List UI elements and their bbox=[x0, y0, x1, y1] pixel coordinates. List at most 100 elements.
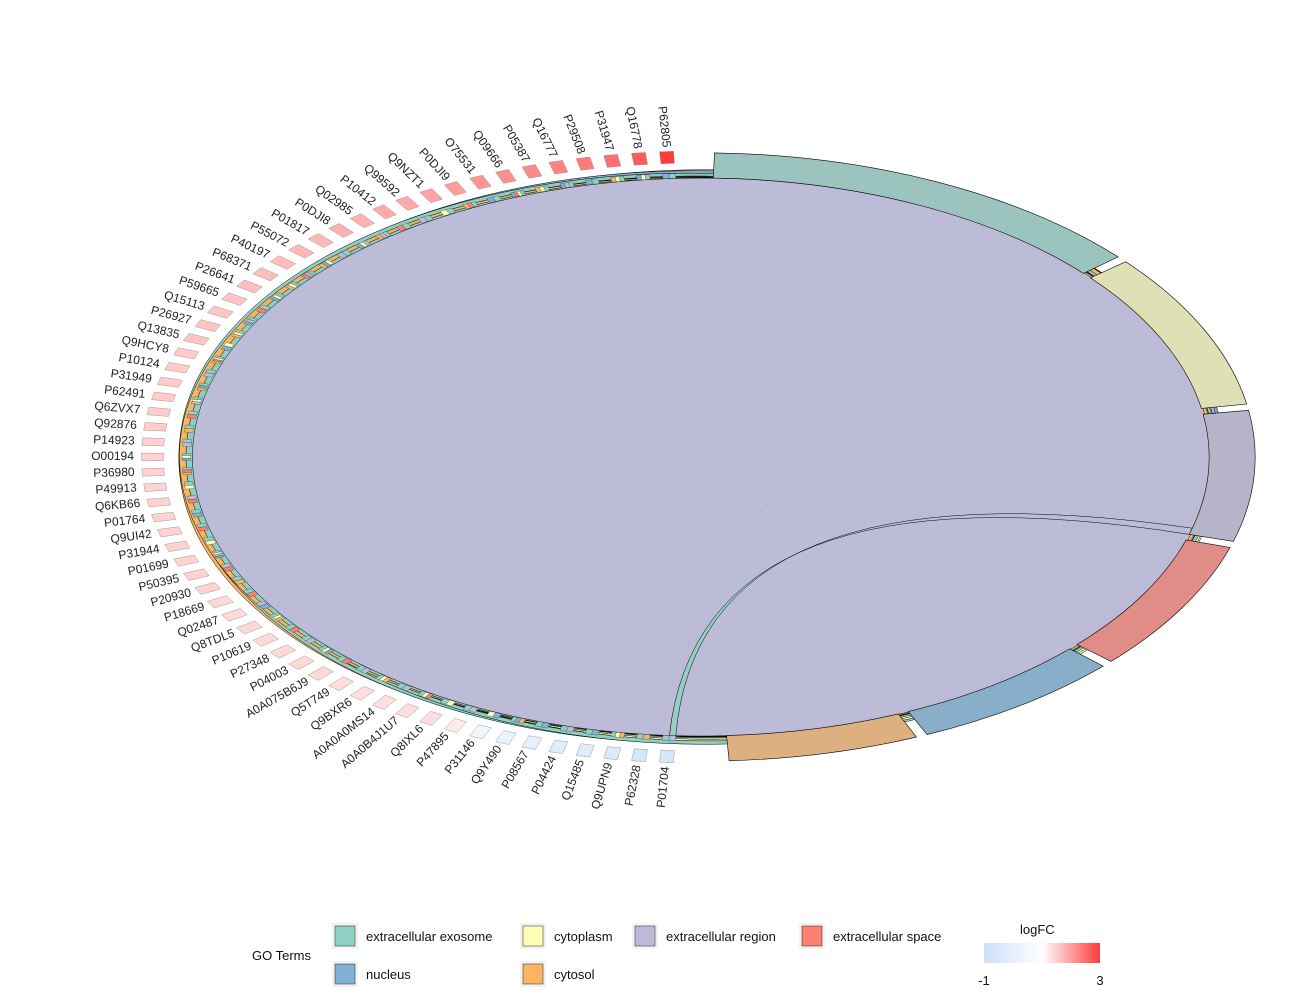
gene-label-p31944: P31944 bbox=[117, 542, 160, 563]
logfc-tile-q8ixl6 bbox=[419, 711, 443, 726]
gene-segment-o00194 bbox=[181, 455, 191, 459]
gene-segment-p26641 bbox=[272, 294, 283, 300]
term-sector-extracellular-exosome bbox=[712, 152, 1119, 274]
gene-label-p01704: P01704 bbox=[654, 765, 672, 808]
logfc-tile-p50395 bbox=[183, 568, 210, 581]
logfc-tile-a0a0b4j1u7 bbox=[395, 703, 420, 718]
term-sector-nucleus bbox=[907, 648, 1104, 735]
legend-swatch-nucleus bbox=[334, 963, 356, 985]
gene-segment-q8tdl5 bbox=[269, 612, 281, 618]
logfc-tile-q9y490 bbox=[495, 730, 517, 745]
gene-segment-p31944 bbox=[205, 539, 217, 546]
gene-segment-q9bxr6 bbox=[382, 677, 392, 683]
gene-segment-p26641 bbox=[269, 296, 281, 302]
gene-segment-p40197 bbox=[303, 272, 314, 278]
gene-segment-p10412 bbox=[395, 224, 407, 232]
gene-segment-p0dji9 bbox=[462, 203, 471, 210]
gene-segment-p26927 bbox=[235, 329, 246, 334]
gene-segment-a0a0b4j1u7 bbox=[424, 693, 434, 699]
gene-segment-o00194 bbox=[181, 453, 192, 456]
legend-swatch-extracellular-region bbox=[634, 925, 656, 947]
logfc-tile-p04424 bbox=[548, 739, 569, 754]
logfc-tile-p49913 bbox=[143, 482, 168, 492]
gene-segment-p01699 bbox=[213, 553, 224, 557]
logfc-tile-p10412 bbox=[372, 204, 397, 220]
logfc-tile-p05387 bbox=[521, 164, 543, 179]
legend-label-cytoplasm: cytoplasm bbox=[554, 929, 613, 944]
gene-segment-q6kb66 bbox=[187, 498, 198, 504]
logfc-tile-p04003 bbox=[288, 655, 315, 670]
gene-segment-q9nzt1 bbox=[445, 207, 456, 215]
logfc-tile-p29508 bbox=[575, 156, 595, 171]
gene-segment-p62328 bbox=[636, 733, 645, 740]
gene-segment-q02487 bbox=[255, 600, 268, 607]
gene-segment-p01704 bbox=[662, 735, 670, 741]
gene-segments bbox=[181, 173, 676, 741]
gene-segment-q9y490 bbox=[510, 716, 518, 723]
gene-segment-q9y490 bbox=[514, 717, 522, 723]
go-terms-legend-items: extracellular exosome cytoplasm extracellu… bbox=[332, 923, 941, 987]
gene-label-q6kb66: Q6KB66 bbox=[94, 496, 141, 514]
logfc-tile-q9hcy8 bbox=[173, 347, 200, 360]
logfc-tile-q15485 bbox=[575, 743, 595, 758]
gene-segment-p36980 bbox=[182, 469, 192, 473]
gene-segment-q15113 bbox=[247, 316, 258, 322]
legend-label-extracellular-exosome: extracellular exosome bbox=[366, 929, 492, 944]
gene-segment-p68371 bbox=[284, 284, 296, 291]
logfc-tile-a0a0a0ms14 bbox=[372, 694, 397, 710]
gene-segment-a0a0a0ms14 bbox=[401, 684, 413, 692]
gene-segment-q15113 bbox=[245, 318, 256, 324]
gene-segment-p01764 bbox=[191, 509, 202, 514]
gene-segment-q9y490 bbox=[518, 718, 526, 724]
gene-segment-p05387 bbox=[542, 185, 551, 192]
logfc-tile-p31949 bbox=[157, 376, 183, 388]
logfc-legend-title: logFC bbox=[1020, 922, 1055, 937]
gene-segment-q8tdl5 bbox=[274, 616, 286, 622]
logfc-tile-p36980 bbox=[141, 467, 165, 477]
gene-segment-p04003 bbox=[324, 648, 335, 655]
gene-label-q16778: Q16778 bbox=[623, 105, 645, 150]
logfc-tile-p0dji8 bbox=[328, 223, 354, 238]
logfc-tile-p10124 bbox=[164, 362, 191, 374]
gene-label-p14923: P14923 bbox=[93, 432, 135, 447]
gene-segment-q16778 bbox=[640, 174, 647, 180]
gene-segment-q9upn9 bbox=[610, 731, 617, 738]
gene-segment-p20930 bbox=[231, 575, 243, 582]
gene-label-p49913: P49913 bbox=[95, 480, 137, 496]
gene-segment-p01817 bbox=[340, 249, 353, 256]
gene-label-p31949: P31949 bbox=[110, 366, 153, 386]
logfc-tile-p62328 bbox=[631, 748, 648, 762]
logfc-tile-q9bxr6 bbox=[349, 685, 375, 701]
gene-segment-p36980 bbox=[182, 467, 192, 471]
go-terms-legend-title: GO Terms bbox=[252, 948, 311, 963]
gene-segment-q6kb66 bbox=[186, 495, 197, 500]
gene-label-p10124: P10124 bbox=[118, 350, 161, 371]
legend-swatch-extracellular-exosome bbox=[334, 925, 356, 947]
gene-segment-p01704 bbox=[668, 735, 676, 741]
gene-segment-q09666 bbox=[510, 192, 517, 198]
gene-segment-q8ixl6 bbox=[445, 699, 456, 707]
logfc-tile-q9ui42 bbox=[157, 526, 183, 538]
gene-segment-p31146 bbox=[492, 712, 502, 719]
logfc-tile-q15113 bbox=[207, 305, 234, 319]
gene-label-p29508: P29508 bbox=[560, 112, 588, 156]
logfc-tile-o00194 bbox=[141, 452, 164, 462]
gene-segment-p26641 bbox=[274, 292, 286, 298]
gene-segment-q9bxr6 bbox=[375, 674, 385, 680]
logfc-tile-p18669 bbox=[207, 595, 234, 609]
gene-segment-p04424 bbox=[559, 725, 569, 732]
gene-segment-p27348 bbox=[305, 637, 317, 644]
gene-segment-p49913 bbox=[183, 481, 194, 486]
logfc-tile-p31947 bbox=[603, 154, 622, 168]
gene-segment-p10619 bbox=[284, 623, 297, 630]
gene-segment-p31944 bbox=[203, 536, 215, 542]
logfc-tile-q8tdl5 bbox=[236, 620, 263, 635]
gene-segment-p68371 bbox=[290, 281, 301, 287]
chord-ribbons bbox=[178, 169, 1225, 745]
gene-segment-a0a075b6j9 bbox=[340, 658, 353, 665]
gene-label-q9upn9: Q9UPN9 bbox=[588, 761, 615, 811]
gene-segment-p10124 bbox=[203, 372, 215, 378]
gene-segment-p31947 bbox=[614, 176, 621, 182]
gene-label-o00194: O00194 bbox=[91, 449, 134, 463]
logfc-tile-q09666 bbox=[495, 169, 517, 184]
